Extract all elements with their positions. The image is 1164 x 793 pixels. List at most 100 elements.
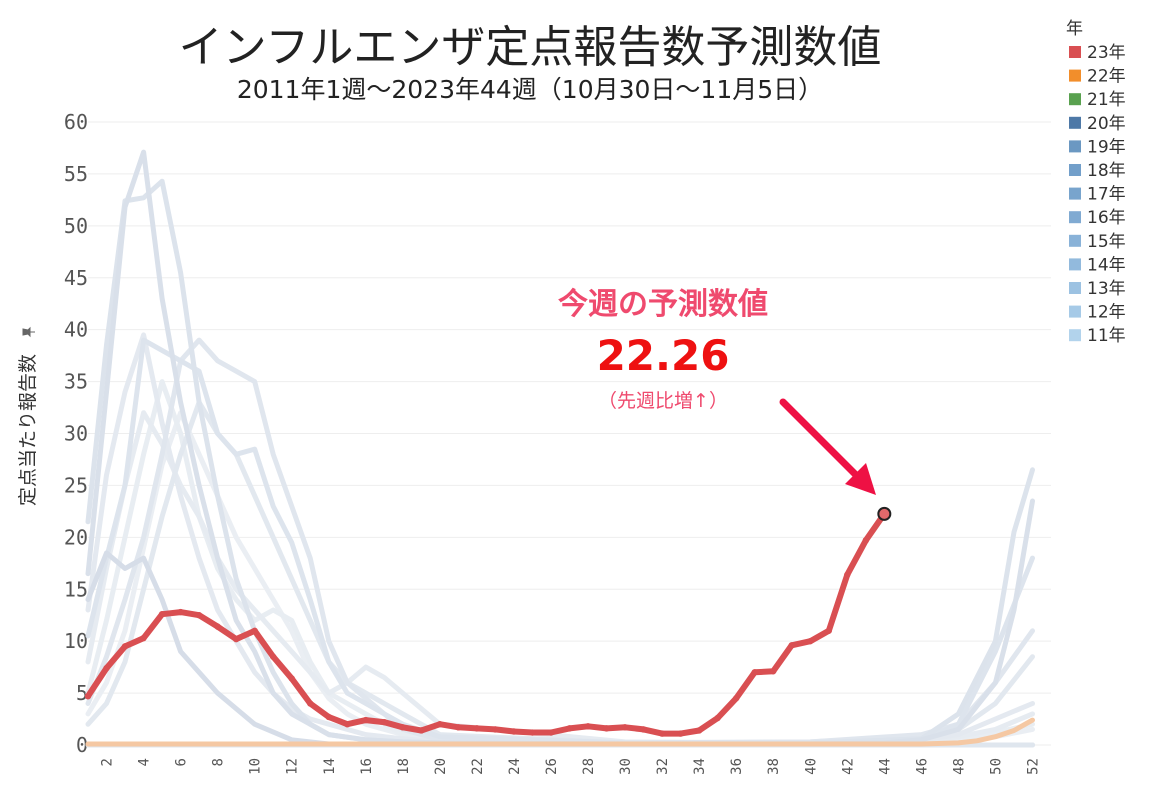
- data-point: [251, 627, 258, 634]
- data-point: [418, 727, 425, 734]
- series-line: [85, 399, 1035, 746]
- x-tick-label: 20: [433, 758, 449, 775]
- x-tick-label: 44: [877, 758, 893, 775]
- legend-swatch: [1069, 258, 1081, 271]
- data-point: [84, 692, 92, 700]
- data-point: [862, 537, 870, 544]
- legend-label[interactable]: 17年: [1087, 185, 1126, 205]
- legend-swatch: [1069, 329, 1081, 342]
- legend-label[interactable]: 14年: [1087, 255, 1126, 275]
- data-point: [825, 627, 832, 634]
- data-point: [177, 608, 184, 616]
- y-tick-label: 0: [76, 733, 88, 757]
- y-axis-label: 定点当たり報告数: [17, 354, 39, 506]
- data-point: [584, 723, 592, 730]
- data-point: [658, 730, 666, 737]
- pin-icon[interactable]: [22, 326, 35, 338]
- x-tick-label: 28: [581, 758, 597, 775]
- data-point: [140, 634, 147, 642]
- data-point: [714, 714, 721, 722]
- data-point: [547, 729, 555, 736]
- data-point: [362, 716, 369, 724]
- y-tick-label: 45: [64, 266, 88, 290]
- legend-swatch: [1069, 187, 1081, 200]
- data-point: [121, 643, 129, 650]
- data-point: [455, 724, 462, 731]
- y-axis-label-group: 定点当たり報告数: [17, 326, 39, 506]
- y-tick-label: 10: [64, 629, 88, 653]
- y-tick-label: 5: [76, 681, 88, 705]
- data-point: [307, 700, 314, 707]
- legend-swatch: [1069, 211, 1081, 224]
- data-point: [288, 675, 295, 682]
- legend-swatch: [1069, 234, 1081, 247]
- x-tick-label: 4: [137, 758, 153, 766]
- legend-label[interactable]: 16年: [1087, 208, 1126, 228]
- data-point: [232, 635, 240, 643]
- data-point: [807, 637, 814, 645]
- y-tick-label: 25: [64, 473, 88, 497]
- x-tick-label: 42: [840, 758, 856, 775]
- legend-label[interactable]: 15年: [1087, 232, 1126, 252]
- x-tick-label: 8: [211, 758, 227, 766]
- data-point: [677, 730, 684, 737]
- x-tick-label: 48: [951, 758, 967, 775]
- x-tick-label: 16: [359, 758, 375, 775]
- legend-swatch: [1069, 282, 1081, 294]
- series-line: [85, 178, 1035, 747]
- legend-swatch: [1069, 46, 1081, 58]
- y-tick-label: 40: [64, 318, 88, 342]
- data-point: [788, 642, 795, 649]
- x-tick-label: 22: [470, 758, 486, 775]
- y-axis-ticks: 0 5 10 15 20 25 30 35 40 45 50 55 60: [64, 110, 88, 757]
- legend-title: 年: [1066, 19, 1083, 39]
- data-point: [158, 610, 166, 618]
- data-point: [751, 669, 758, 676]
- legend-label[interactable]: 23年: [1087, 43, 1126, 63]
- legend-label[interactable]: 21年: [1087, 90, 1126, 110]
- annotation-heading: 今週の予測数値: [558, 287, 768, 322]
- x-tick-label: 46: [914, 758, 930, 775]
- annotation-value: 22.26: [597, 331, 730, 380]
- data-point: [214, 623, 221, 630]
- y-tick-label: 55: [64, 162, 88, 186]
- legend-label[interactable]: 18年: [1087, 161, 1126, 181]
- x-tick-label: 40: [803, 758, 819, 775]
- legend-label[interactable]: 12年: [1087, 303, 1126, 323]
- chart-subtitle: 2011年1週～2023年44週（10月30日～11月5日）: [237, 75, 823, 104]
- data-point: [325, 713, 332, 721]
- data-point: [492, 726, 499, 733]
- legend-label[interactable]: 20年: [1087, 114, 1126, 134]
- chart-title: インフルエンザ定点報告数予測数値: [179, 22, 882, 73]
- legend-label[interactable]: 19年: [1087, 137, 1126, 157]
- legend-label[interactable]: 22年: [1087, 67, 1126, 87]
- x-axis-ticks: 2 4 6 8 10 12 14 16 18 20 22 24 26 28 30 32 34 36 38 40 42 44…: [100, 758, 1042, 775]
- data-point: [436, 721, 444, 728]
- series-line: [85, 149, 1035, 747]
- series-lines: [84, 149, 1035, 748]
- data-point: [640, 726, 647, 733]
- x-tick-label: 14: [322, 758, 338, 775]
- x-tick-label: 52: [1025, 758, 1041, 775]
- legend-label[interactable]: 13年: [1087, 279, 1126, 299]
- data-point: [621, 724, 629, 731]
- x-tick-label: 6: [174, 758, 190, 766]
- gridlines: [88, 121, 1051, 746]
- series-line: [85, 717, 1035, 747]
- annotation-arrow: [779, 398, 876, 495]
- y-tick-label: 60: [64, 110, 88, 134]
- x-tick-label: 34: [692, 758, 708, 775]
- x-tick-label: 18: [396, 758, 412, 775]
- data-point: [399, 724, 407, 731]
- y-tick-label: 35: [64, 370, 88, 394]
- prediction-point[interactable]: [877, 506, 892, 521]
- data-point: [770, 668, 777, 675]
- x-tick-label: 36: [729, 758, 745, 775]
- y-tick-label: 50: [64, 214, 88, 238]
- legend-label[interactable]: 11年: [1087, 326, 1126, 346]
- x-tick-label: 26: [544, 758, 560, 775]
- x-tick-label: 30: [618, 758, 634, 775]
- data-point: [844, 571, 851, 578]
- x-tick-label: 38: [766, 758, 782, 775]
